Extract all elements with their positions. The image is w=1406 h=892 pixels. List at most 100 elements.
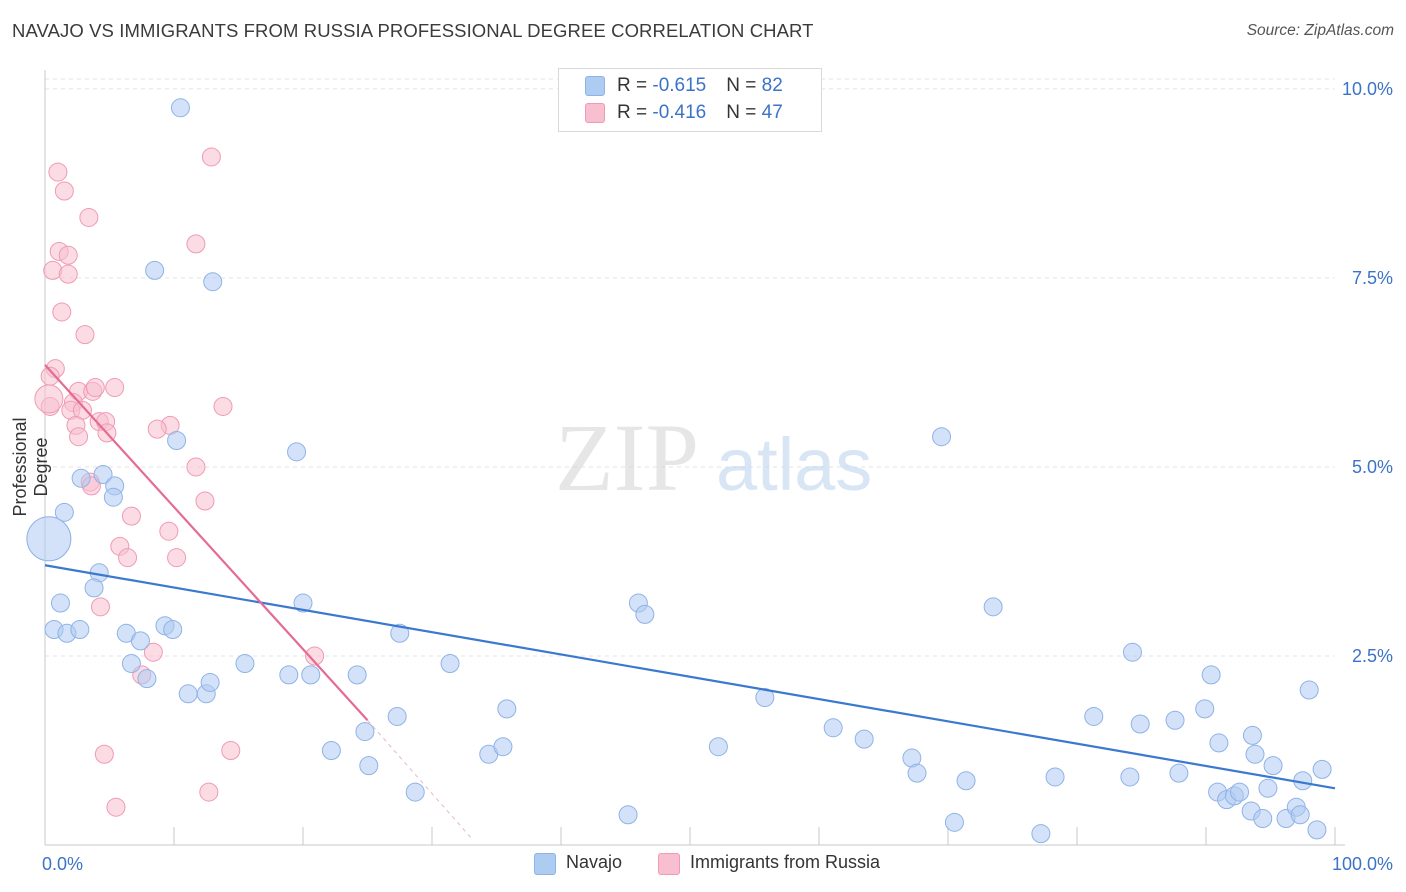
navajo-point — [84, 578, 104, 598]
navajo-point — [287, 442, 307, 462]
navajo-point — [932, 427, 952, 447]
navajo-point — [121, 654, 141, 674]
russia-point — [167, 548, 187, 568]
russia-point — [75, 325, 95, 345]
navajo-point — [1299, 680, 1319, 700]
watermark-zip: ZIP — [555, 404, 699, 511]
navajo-point — [203, 272, 223, 292]
navajo-point — [390, 623, 410, 643]
navajo-point — [755, 688, 775, 708]
russia-point — [195, 491, 215, 511]
russia-point — [90, 597, 110, 617]
navajo-point — [708, 737, 728, 757]
navajo-point — [1263, 756, 1283, 776]
navajo-point — [347, 665, 367, 685]
navajo-point — [54, 502, 74, 522]
navajo-point — [321, 740, 341, 760]
y-axis-label: Professional Degree — [10, 417, 51, 517]
russia-point — [79, 207, 99, 227]
navajo-point — [1130, 714, 1150, 734]
russia-trendline — [44, 364, 369, 721]
navajo-point — [1290, 805, 1310, 825]
navajo-point — [618, 805, 638, 825]
watermark-atlas: atlas — [716, 423, 872, 506]
navajo-point — [497, 699, 517, 719]
navajo-point — [944, 812, 964, 832]
y-tick-label: 2.5% — [1352, 646, 1393, 666]
russia-legend-swatch — [658, 853, 680, 875]
russia-point — [213, 396, 233, 416]
navajo-point — [823, 718, 843, 738]
bottom-legend-russia-label: Immigrants from Russia — [690, 852, 881, 872]
navajo-point — [1045, 767, 1065, 787]
axes — [44, 70, 1345, 846]
russia-point — [48, 162, 68, 182]
legend-russia-n-label: N = — [726, 102, 762, 123]
navajo-point — [1230, 782, 1250, 802]
russia-point — [106, 797, 126, 817]
y-tick-label: 7.5% — [1352, 268, 1393, 288]
navajo-point — [1122, 642, 1142, 662]
series-immigrants-from-russia — [34, 147, 325, 817]
russia-point — [201, 147, 221, 167]
russia-point — [69, 427, 89, 447]
trendlines — [44, 364, 1336, 838]
russia-point — [121, 506, 141, 526]
navajo-point — [1201, 665, 1221, 685]
russia-point — [85, 378, 105, 398]
legend-russia-r-label: R = — [617, 102, 653, 123]
russia-point — [54, 181, 74, 201]
tick-labels: 2.5% 5.0% 7.5% 10.0% 0.0% 100.0% — [42, 79, 1393, 874]
navajo-point — [1312, 759, 1332, 779]
navajo-point — [359, 756, 379, 776]
navajo-point — [1195, 699, 1215, 719]
legend-navajo-stats: R = -0.615 N = 82 — [617, 75, 783, 97]
navajo-point — [70, 620, 90, 640]
watermark: ZIP atlas — [555, 404, 872, 511]
russia-point — [199, 782, 219, 802]
navajo-point — [956, 771, 976, 791]
navajo-point — [26, 516, 72, 562]
russia-point — [305, 646, 325, 666]
navajo-point — [1031, 824, 1051, 844]
legend-navajo-n-label: N = — [726, 75, 762, 96]
navajo-point — [405, 782, 425, 802]
navajo-point — [387, 706, 407, 726]
navajo-point — [854, 729, 874, 749]
navajo-point — [71, 468, 91, 488]
x-tick-label: 0.0% — [42, 854, 83, 874]
navajo-point — [279, 665, 299, 685]
gridlines — [45, 78, 1335, 657]
navajo-point — [907, 763, 927, 783]
navajo-point — [130, 631, 150, 651]
navajo-point — [170, 98, 190, 118]
navajo-point — [983, 597, 1003, 617]
russia-point — [58, 264, 78, 284]
russia-point — [159, 521, 179, 541]
russia-point — [34, 384, 64, 414]
series-navajo — [26, 98, 1332, 844]
russia-point — [221, 740, 241, 760]
navajo-point — [178, 684, 198, 704]
navajo-point — [1245, 744, 1265, 764]
navajo-point — [1084, 706, 1104, 726]
russia-point — [186, 457, 206, 477]
legend-russia-r-value: -0.416 — [652, 102, 707, 123]
russia-point — [118, 548, 138, 568]
chart-source: Source: ZipAtlas.com — [1246, 22, 1394, 39]
legend-navajo-r-value: -0.615 — [652, 75, 707, 96]
navajo-point — [235, 654, 255, 674]
bottom-legend-navajo-label: Navajo — [566, 852, 623, 872]
x-tick-label: 100.0% — [1332, 854, 1393, 874]
legend-navajo-n-value: 82 — [761, 75, 783, 96]
russia-trendline — [367, 719, 472, 838]
navajo-legend-swatch — [534, 853, 556, 875]
legend-russia-n-value: 47 — [761, 102, 783, 123]
navajo-point — [1242, 725, 1262, 745]
navajo-point — [137, 669, 157, 689]
navajo-point — [145, 260, 165, 280]
y-tick-label: 10.0% — [1342, 79, 1393, 99]
navajo-point — [635, 604, 655, 624]
legend: R = -0.615 N = 82 R = -0.416 N = 47 — [558, 68, 822, 132]
